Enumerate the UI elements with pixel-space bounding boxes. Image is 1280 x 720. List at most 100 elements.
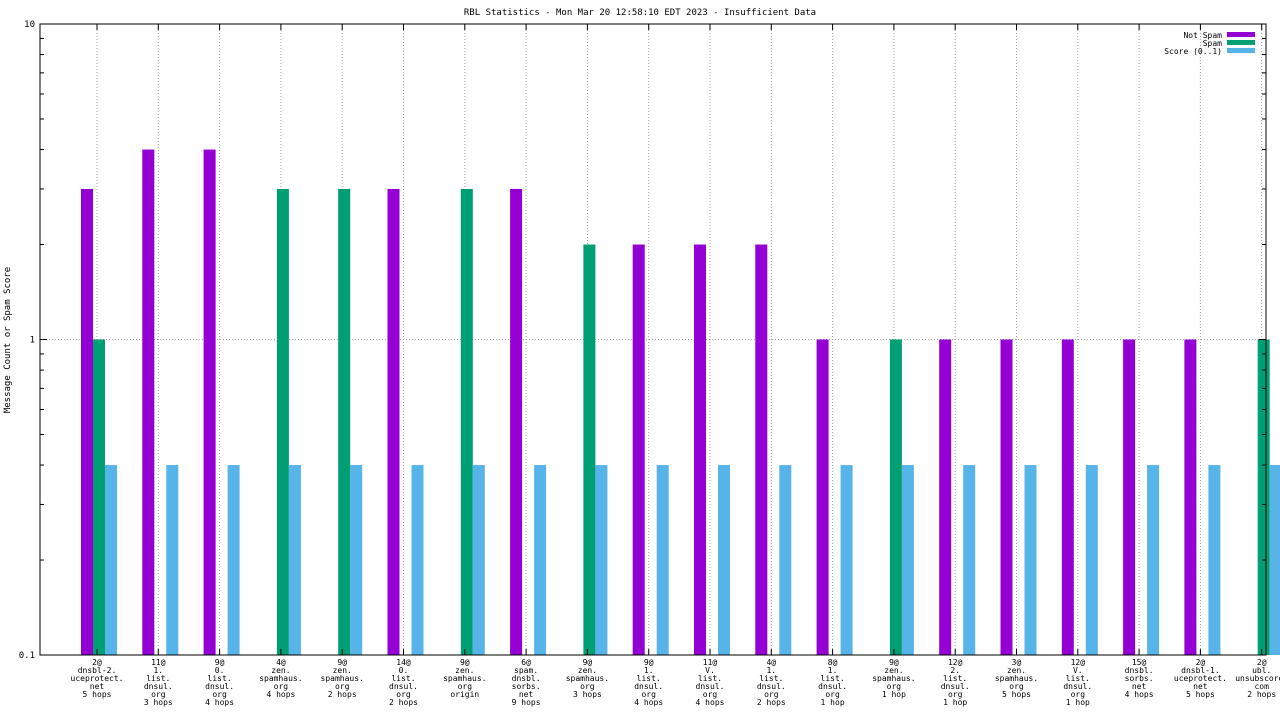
x-tick-label-line: 4 hops [266, 690, 295, 699]
x-tick-label-line: org [580, 682, 595, 691]
x-tick-label-line: V. [1073, 666, 1083, 675]
legend-swatch [1227, 40, 1255, 45]
x-tick-label-line: list. [821, 674, 845, 683]
bar-not-spam [632, 244, 645, 656]
bar-score-0-1 [1085, 465, 1098, 655]
legend-label: Score (0..1) [1164, 47, 1222, 56]
x-tick-label-line: 9@ [889, 658, 899, 667]
x-tick-label-line: zen. [455, 666, 474, 675]
x-tick-label-line: 3 hops [144, 698, 173, 707]
bar-score-0-1 [166, 465, 179, 655]
legend-label: Not Spam [1183, 31, 1222, 40]
x-tick-label-line: list. [391, 674, 415, 683]
x-tick-label-line: org [396, 690, 411, 699]
y-tick-label: 10 [24, 20, 35, 30]
x-tick-label-line: 2 hops [757, 698, 786, 707]
x-tick-label-line: 2@ [92, 658, 102, 667]
x-tick-label-line: 4 hops [1125, 690, 1154, 699]
x-tick-label-line: list. [698, 674, 722, 683]
x-tick-label-line: 0. [215, 666, 225, 675]
x-tick-label-line: unsubscore. [1235, 674, 1280, 683]
x-tick-label-line: 11@ [151, 658, 166, 667]
x-tick-label-line: org [335, 682, 350, 691]
x-tick-label-line: 4 hops [205, 698, 234, 707]
bar-not-spam [1184, 339, 1197, 655]
x-tick-label-line: origin [450, 690, 479, 699]
grid-lines [40, 24, 1266, 655]
bar-not-spam [203, 149, 216, 655]
x-tick-label-line: 1. [644, 666, 654, 675]
x-tick-label-line: 1. [766, 666, 776, 675]
bar-spam [583, 244, 596, 656]
x-tick-label-line: spamhaus. [321, 674, 364, 683]
x-tick-label-line: spamhaus. [443, 674, 486, 683]
x-tick-label-line: 1 hop [1066, 698, 1090, 707]
x-tick-label-line: org [151, 690, 166, 699]
x-tick-label-line: org [948, 690, 963, 699]
x-tick-label-line: 6@ [521, 658, 531, 667]
bar-score-0-1 [288, 465, 301, 655]
x-tick-label-line: list. [637, 674, 661, 683]
x-tick-label-line: zen. [271, 666, 290, 675]
x-tick-label-line: dnsul. [941, 682, 970, 691]
x-tick-label-line: uceprotect. [1174, 674, 1227, 683]
x-tick-label-line: 4@ [276, 658, 286, 667]
x-tick-label-line: 9@ [644, 658, 654, 667]
bar-score-0-1 [227, 465, 240, 655]
x-tick-label-line: com [1254, 682, 1269, 691]
x-tick-label-line: 9@ [583, 658, 593, 667]
x-tick-label-line: sorbs. [1125, 674, 1154, 683]
bar-spam [338, 188, 351, 655]
x-tick-label-line: 8@ [828, 658, 838, 667]
x-tick-label-line: org [1009, 682, 1024, 691]
x-tick-label-line: dnsbl-1. [1181, 666, 1220, 675]
x-tick-label-line: spamhaus. [872, 674, 915, 683]
x-tick-label-line: 12@ [1071, 658, 1086, 667]
x-tick-label-line: spamhaus. [566, 674, 609, 683]
x-tick-label-line: dnsul. [696, 682, 725, 691]
x-tick-label-line: org [887, 682, 902, 691]
x-tick-label-line: 1 hop [821, 698, 845, 707]
x-tick-label-line: 4 hops [696, 698, 725, 707]
x-tick-label-line: 5 hops [1186, 690, 1215, 699]
x-tick-label-line: 2 hops [328, 690, 357, 699]
x-tick-label-line: 1. [828, 666, 838, 675]
bar-score-0-1 [718, 465, 730, 655]
x-tick-label-line: dnsul. [144, 682, 173, 691]
x-tick-label-line: 9@ [460, 658, 470, 667]
bar-score-0-1 [1024, 465, 1037, 655]
x-tick-label-line: ubl. [1252, 666, 1271, 675]
x-tick-label-line: dnsul. [389, 682, 418, 691]
x-tick-label-line: 9@ [215, 658, 225, 667]
bar-not-spam [510, 188, 523, 655]
x-tick-label-line: 15@ [1132, 658, 1147, 667]
x-tick-label-line: org [1071, 690, 1086, 699]
legend-swatch [1227, 32, 1255, 37]
x-tick-label-line: 5 hops [83, 690, 112, 699]
x-tick-label-line: 9 hops [512, 698, 541, 707]
x-tick-label-line: net [1193, 682, 1208, 691]
x-tick-label-line: 1 hop [882, 690, 906, 699]
x-tick-label-line: 3@ [1012, 658, 1022, 667]
bar-score-0-1 [901, 465, 914, 655]
x-tick-label-line: dnsul. [634, 682, 663, 691]
bar-not-spam [1123, 339, 1136, 655]
x-tick-label-line: zen. [578, 666, 597, 675]
x-tick-label-line: 2@ [1196, 658, 1206, 667]
bar-score-0-1 [1269, 465, 1280, 655]
x-tick-label-line: list. [759, 674, 783, 683]
x-tick-label-line: list. [943, 674, 967, 683]
x-tick-label-line: sorbs. [512, 682, 541, 691]
